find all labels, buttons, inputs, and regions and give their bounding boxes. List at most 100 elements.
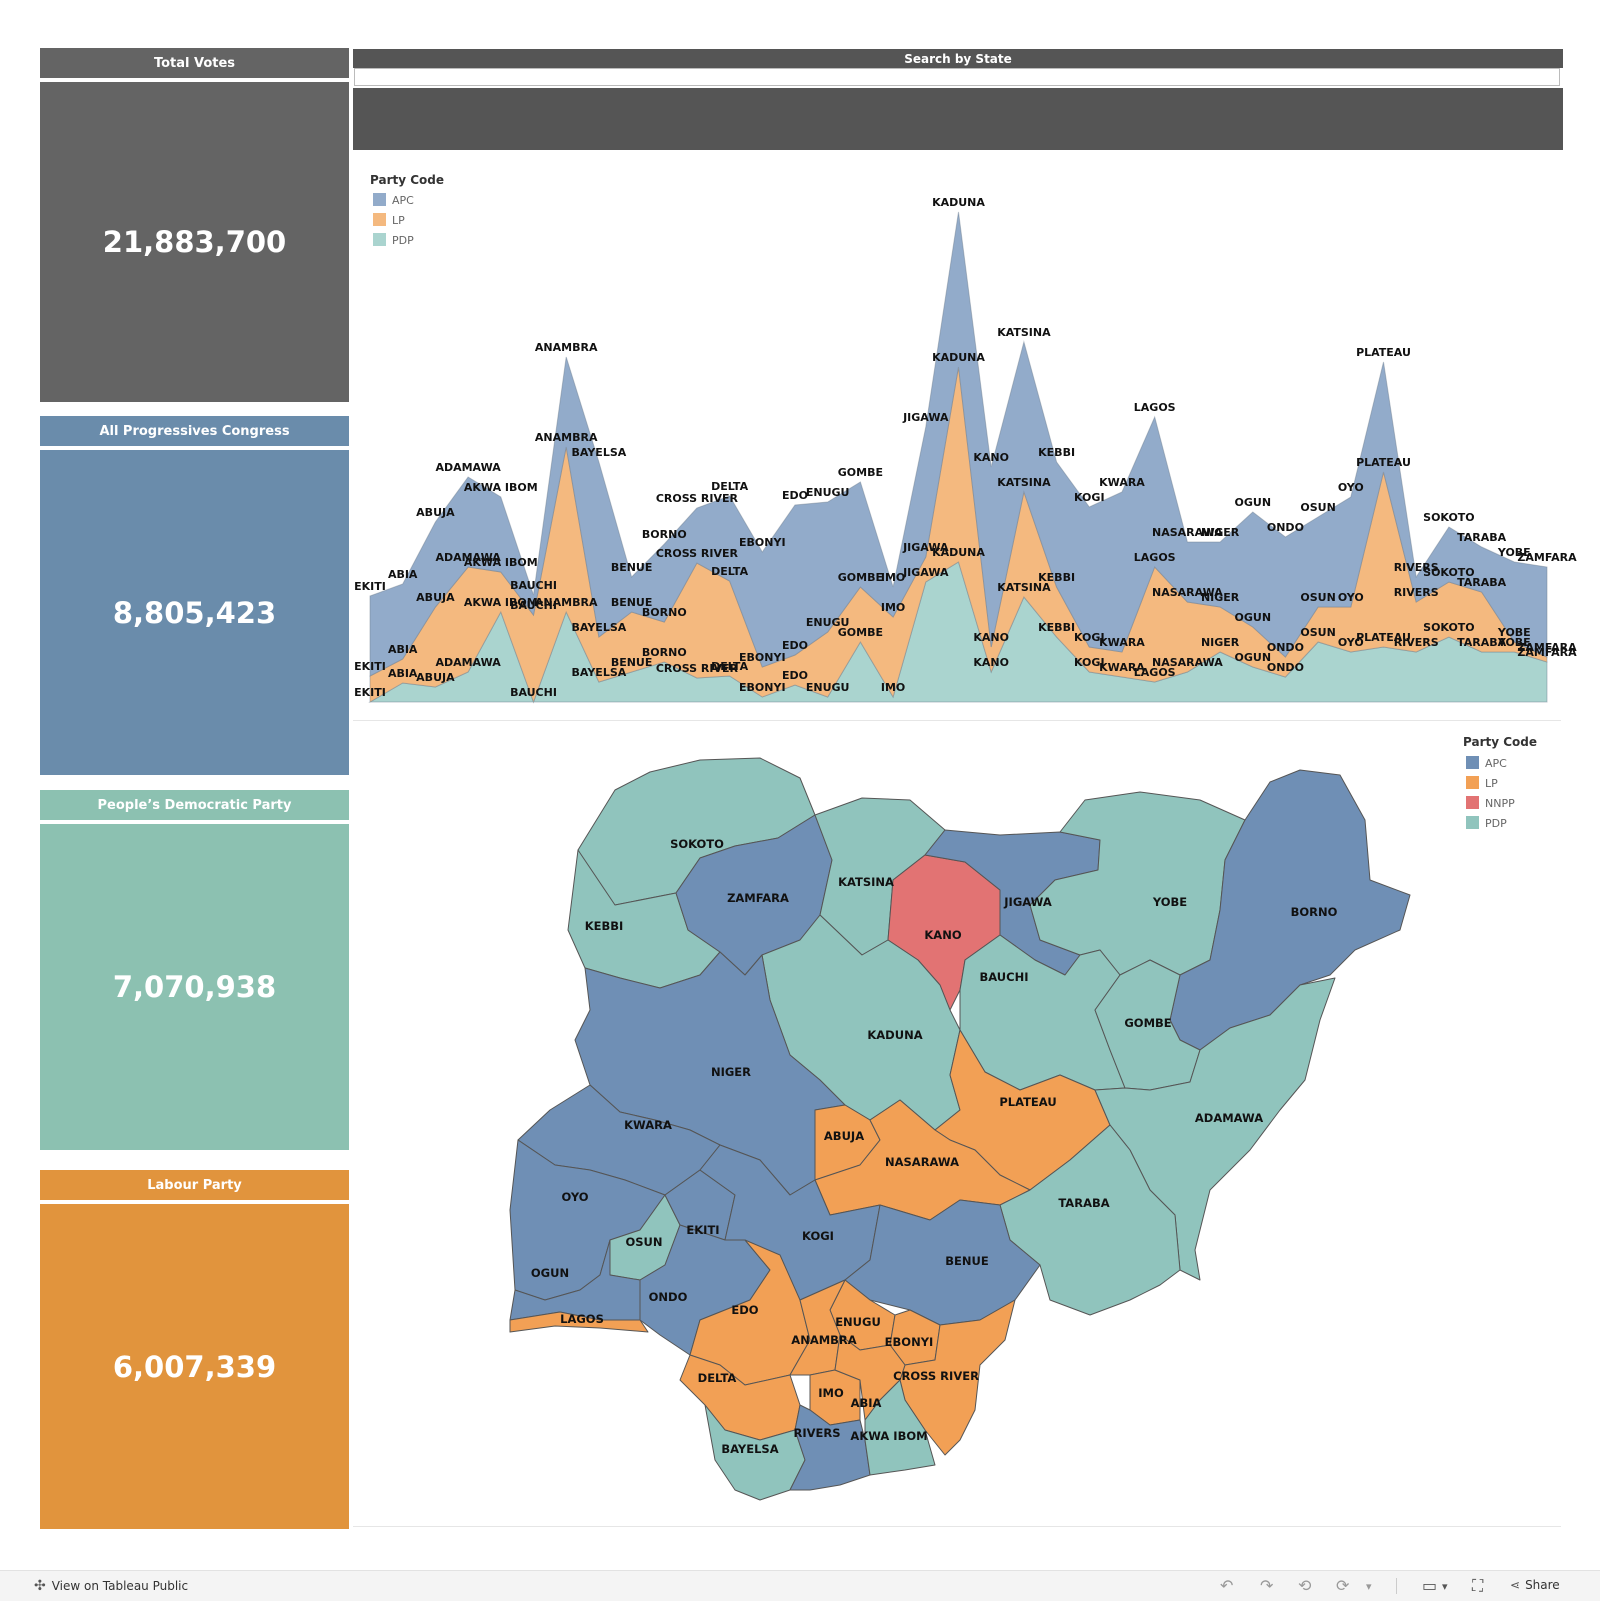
map-state-abia xyxy=(834,1334,906,1421)
area-label-lp-28: ONDO xyxy=(1267,641,1304,654)
redo-icon[interactable]: ↷ xyxy=(1260,1576,1274,1595)
legend-swatch-lp xyxy=(373,213,386,226)
map-label-plateau: PLATEAU xyxy=(999,1095,1056,1109)
map-legend-label-nnpp: NNPP xyxy=(1485,797,1515,810)
map-label-niger: NIGER xyxy=(711,1065,751,1079)
fullscreen-icon[interactable]: ⛶ xyxy=(1472,1576,1484,1595)
area-label-lp-5: BAUCHI xyxy=(510,599,557,612)
total-votes-value[interactable]: 21,883,700 xyxy=(40,82,349,402)
area-label-apc-16: IMO xyxy=(881,571,905,584)
area-label-apc-5: BAUCHI xyxy=(510,579,557,592)
map-label-kwara: KWARA xyxy=(624,1118,672,1132)
apc-votes-value[interactable]: 8,805,423 xyxy=(40,450,349,775)
area-label-lp-8: BENUE xyxy=(611,596,653,609)
area-label-lp-7: BAYELSA xyxy=(572,621,627,634)
refresh-icon[interactable]: ⟳ xyxy=(1336,1576,1350,1595)
map-label-ondo: ONDO xyxy=(649,1290,688,1304)
area-label-apc-34: TARABA xyxy=(1457,531,1507,544)
area-label-apc-3: ADAMAWA xyxy=(435,461,501,474)
area-label-pdp-11: DELTA xyxy=(711,660,748,673)
map-label-ebonyi: EBONYI xyxy=(885,1335,934,1349)
nigeria-state-map[interactable]: SOKOTO ZAMFARA KATSINA KANO JIGAWA YOBE … xyxy=(0,722,1600,1530)
area-label-lp-35: YOBE xyxy=(1497,626,1531,639)
view-on-tableau-link[interactable]: ✣ View on Tableau Public xyxy=(34,1578,188,1594)
lp-header: Labour Party xyxy=(40,1170,349,1200)
area-label-lp-0: EKITI xyxy=(354,660,386,673)
area-label-lp-16: IMO xyxy=(881,601,905,614)
area-label-apc-9: BORNO xyxy=(642,528,687,541)
legend-swatch-apc xyxy=(373,193,386,206)
area-label-pdp-14: ENUGU xyxy=(806,681,850,694)
search-state-input[interactable] xyxy=(354,68,1560,86)
area-series-apc[interactable] xyxy=(369,211,1548,677)
area-label-pdp-34: TARABA xyxy=(1457,636,1507,649)
area-label-lp-2: ABUJA xyxy=(416,591,455,604)
lp-votes-value[interactable]: 6,007,339 xyxy=(40,1204,349,1529)
area-label-apc-18: KADUNA xyxy=(932,196,985,209)
area-series-lp[interactable] xyxy=(369,366,1548,704)
area-label-pdp-22: KOGI xyxy=(1074,656,1105,669)
area-label-apc-7: BAYELSA xyxy=(572,446,627,459)
area-label-pdp-13: EDO xyxy=(782,669,808,682)
area-label-pdp-25: NASARAWA xyxy=(1152,656,1223,669)
map-label-akwa-ibom: AKWA IBOM xyxy=(850,1429,927,1443)
area-label-lp-36: ZAMFARA xyxy=(1517,641,1577,654)
map-state-adamawa xyxy=(1094,977,1336,1281)
area-series-pdp[interactable] xyxy=(368,561,1548,704)
revert-icon[interactable]: ⟲ xyxy=(1298,1576,1312,1595)
pdp-votes-value[interactable]: 7,070,938 xyxy=(40,824,349,1150)
area-label-pdp-10: CROSS RIVER xyxy=(656,662,739,675)
area-label-apc-33: SOKOTO xyxy=(1423,511,1475,524)
map-legend-swatch-lp xyxy=(1466,776,1479,789)
share-icon: ⋖ xyxy=(1510,1578,1521,1592)
area-label-lp-32: RIVERS xyxy=(1394,586,1439,599)
area-label-lp-34: TARABA xyxy=(1457,576,1507,589)
area-label-lp-14: ENUGU xyxy=(806,616,850,629)
map-label-bauchi: BAUCHI xyxy=(980,970,1029,984)
area-label-lp-15: GOMBE xyxy=(838,571,883,584)
map-label-ekiti: EKITI xyxy=(686,1223,719,1237)
area-label-apc-13: EDO xyxy=(782,489,808,502)
map-label-adamawa: ADAMAWA xyxy=(1195,1111,1263,1125)
share-button[interactable]: ⋖ Share xyxy=(1510,1578,1560,1592)
map-label-kogi: KOGI xyxy=(802,1229,834,1243)
map-state-akwa-ibom xyxy=(864,1379,936,1476)
undo-icon[interactable]: ↶ xyxy=(1220,1576,1234,1595)
area-label-apc-8: BENUE xyxy=(611,561,653,574)
area-label-apc-6: ANAMBRA xyxy=(535,341,598,354)
area-label-pdp-24: LAGOS xyxy=(1134,666,1176,679)
map-label-kano: KANO xyxy=(924,928,961,942)
area-legend: Party Code APC LP PDP xyxy=(370,173,444,247)
map-label-jigawa: JIGAWA xyxy=(1003,895,1052,909)
comment-icon[interactable]: ▭ xyxy=(1422,1576,1438,1595)
area-label-lp-21: KEBBI xyxy=(1038,571,1075,584)
area-label-lp-19: KANO xyxy=(973,631,1009,644)
comment-dropdown-icon[interactable]: ▾ xyxy=(1442,1580,1448,1593)
map-label-yobe: YOBE xyxy=(1152,895,1187,909)
area-label-pdp-6: ANAMBRA xyxy=(535,596,598,609)
map-label-kebbi: KEBBI xyxy=(585,919,624,933)
pause-dropdown-icon[interactable]: ▾ xyxy=(1366,1580,1372,1593)
search-results-panel xyxy=(353,88,1563,150)
map-label-bayelsa: BAYELSA xyxy=(721,1442,778,1456)
map-label-abuja: ABUJA xyxy=(824,1129,864,1143)
area-label-apc-32: RIVERS xyxy=(1394,561,1439,574)
legend-swatch-pdp xyxy=(373,233,386,246)
map-label-enugu: ENUGU xyxy=(835,1315,881,1329)
map-legend-label-apc: APC xyxy=(1485,757,1507,770)
search-by-state-header: Search by State xyxy=(353,49,1563,68)
area-label-pdp-9: BORNO xyxy=(642,646,687,659)
area-label-pdp-27: OGUN xyxy=(1235,651,1272,664)
area-label-lp-20: KATSINA xyxy=(997,476,1051,489)
area-label-lp-12: EBONYI xyxy=(739,651,786,664)
area-label-pdp-21: KEBBI xyxy=(1038,621,1075,634)
area-label-lp-25: NASARAWA xyxy=(1152,586,1223,599)
area-label-pdp-23: KWARA xyxy=(1099,661,1145,674)
area-label-lp-17: JIGAWA xyxy=(902,541,949,554)
area-label-lp-1: ABIA xyxy=(388,643,418,656)
area-label-apc-10: CROSS RIVER xyxy=(656,492,739,505)
map-label-anambra: ANAMBRA xyxy=(791,1333,856,1347)
area-label-lp-4: AKWA IBOM xyxy=(464,556,538,569)
area-label-pdp-26: NIGER xyxy=(1201,636,1240,649)
